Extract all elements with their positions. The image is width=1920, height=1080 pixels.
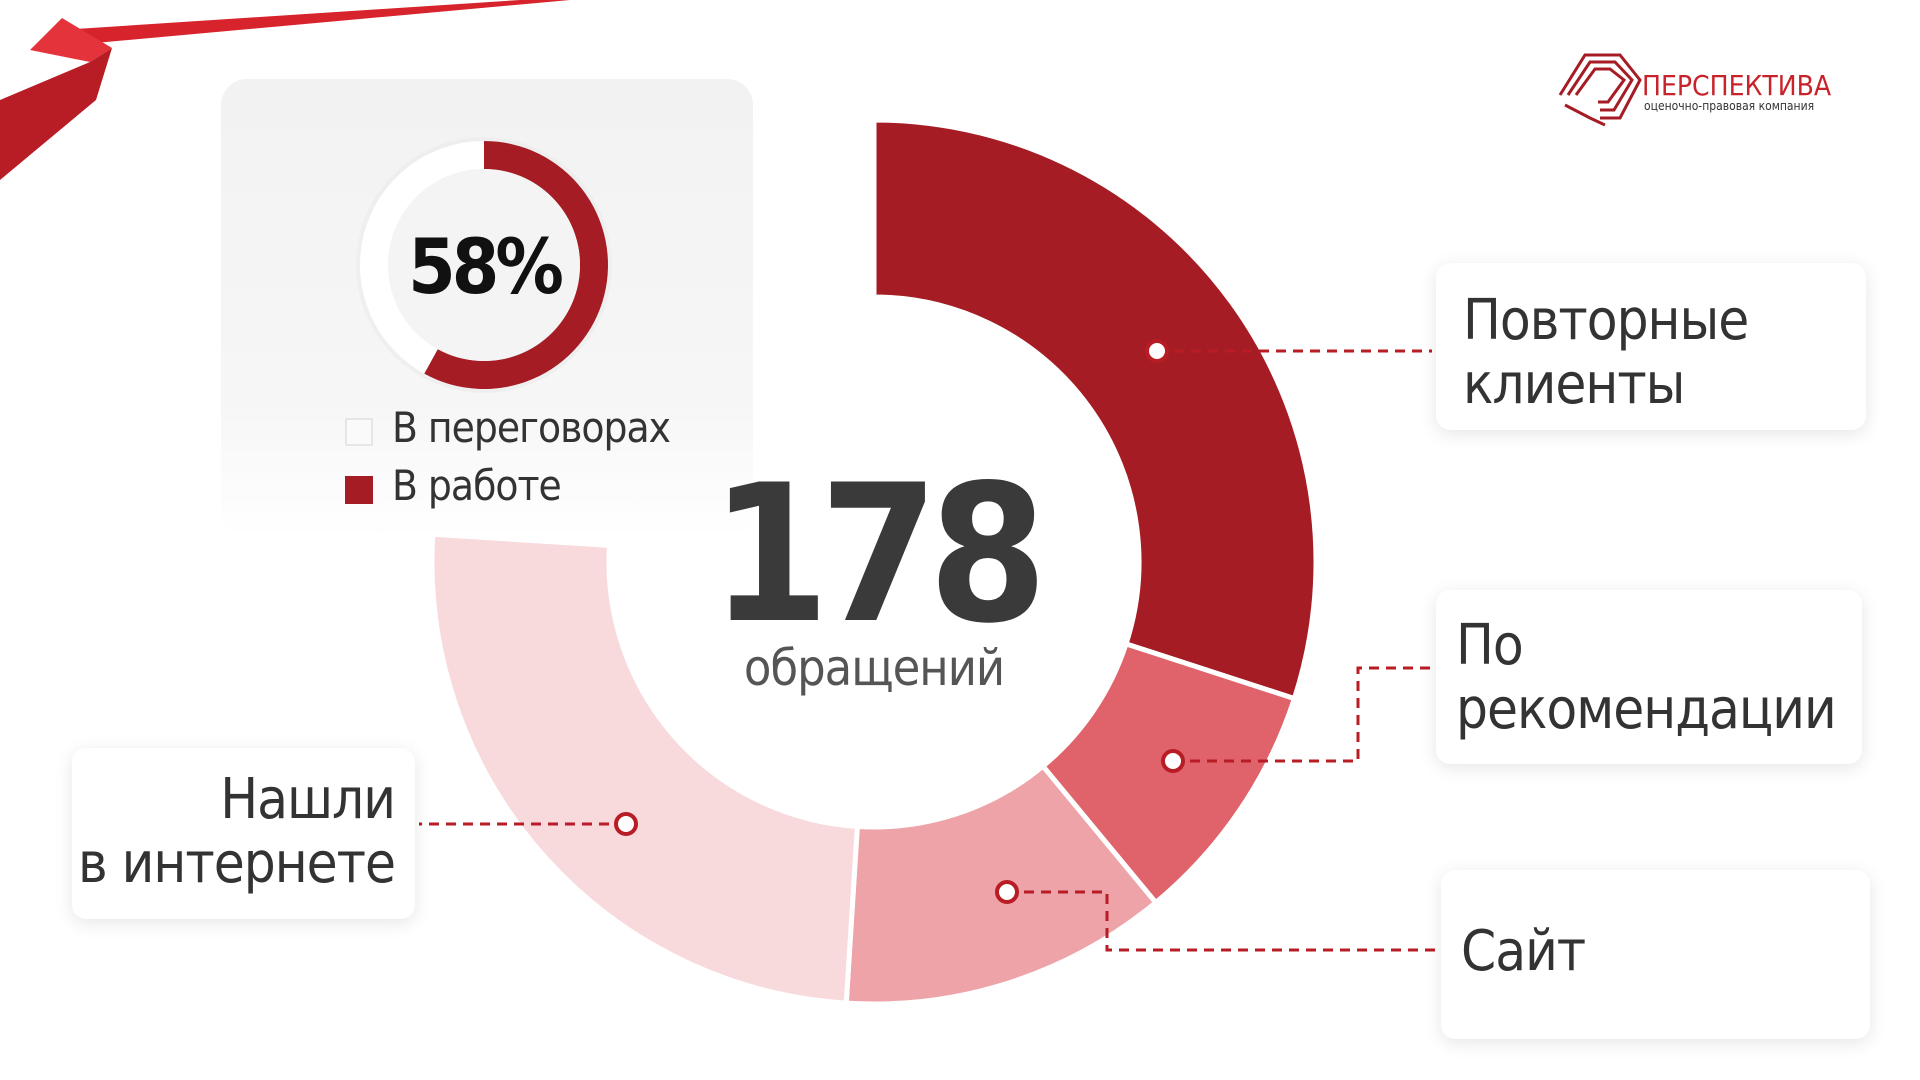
total-label: обращений	[743, 639, 1005, 697]
ribbon-tail	[0, 48, 112, 180]
legend-swatch	[345, 476, 373, 504]
legend-swatch	[345, 418, 373, 446]
donut-hole	[388, 169, 580, 361]
leader-dot	[995, 880, 1019, 904]
leader-dot	[1145, 339, 1169, 363]
ribbon-stripe	[40, 0, 570, 48]
legend-label: В переговорах	[392, 403, 671, 452]
donut-segment	[871, 117, 1319, 702]
donut-segment	[429, 531, 861, 1006]
category-label: Нашли в интернете	[77, 767, 396, 896]
callout-card: Сайт	[1441, 870, 1870, 1039]
callout-card: Нашли в интернете	[72, 748, 415, 919]
category-label: Сайт	[1461, 919, 1586, 984]
leader-line	[1007, 890, 1438, 952]
category-label: По рекомендации	[1456, 613, 1837, 742]
leader-dot	[614, 812, 638, 836]
legend-label: В работе	[392, 461, 562, 510]
leader-dot	[1161, 749, 1185, 773]
callout-card: Повторные клиенты	[1436, 263, 1866, 430]
leader-line	[1173, 666, 1432, 763]
ribbon-fold	[30, 18, 112, 62]
total-value: 178	[710, 444, 1048, 665]
category-label: Повторные клиенты	[1463, 288, 1749, 417]
ribbon-bg	[0, 0, 570, 65]
center-value-label: 58%	[408, 222, 562, 311]
donut-segment	[424, 141, 608, 389]
donut-segment	[360, 141, 484, 374]
callout-card: По рекомендации	[1436, 590, 1862, 764]
